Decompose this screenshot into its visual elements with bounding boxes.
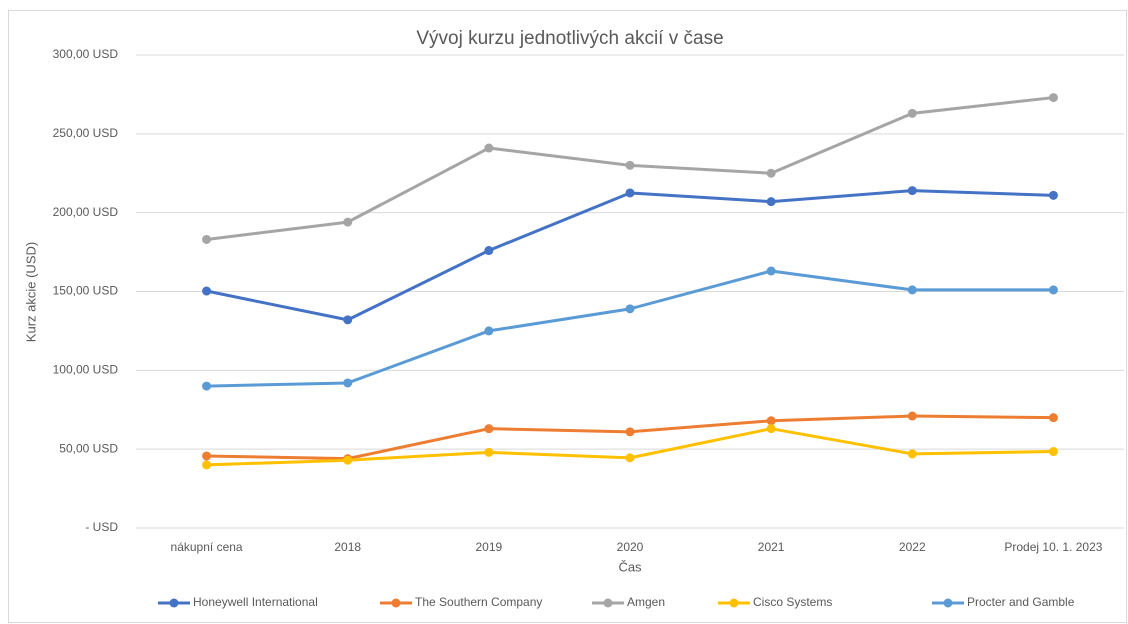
y-tick-label: 50,00 USD bbox=[59, 441, 118, 455]
data-point bbox=[484, 143, 494, 153]
data-point bbox=[625, 453, 635, 463]
x-tick-label: Prodej 10. 1. 2023 bbox=[1004, 540, 1102, 554]
x-tick-label: nákupní cena bbox=[171, 540, 243, 554]
y-tick-label: 150,00 USD bbox=[53, 284, 119, 298]
data-point bbox=[766, 197, 776, 207]
data-point bbox=[202, 460, 212, 470]
data-point bbox=[343, 217, 353, 227]
y-tick-label: 300,00 USD bbox=[53, 47, 119, 61]
legend-marker bbox=[391, 598, 401, 608]
data-point bbox=[484, 424, 494, 434]
data-point bbox=[202, 286, 212, 296]
legend-label: Honeywell International bbox=[193, 595, 318, 609]
data-point bbox=[343, 378, 353, 388]
chart-title: Vývoj kurzu jednotlivých akcií v čase bbox=[416, 28, 723, 49]
x-tick-label: 2021 bbox=[758, 540, 785, 554]
data-point bbox=[625, 188, 635, 198]
legend-label: Cisco Systems bbox=[753, 595, 832, 609]
data-point bbox=[766, 416, 776, 426]
data-point bbox=[625, 304, 635, 314]
y-tick-label: 250,00 USD bbox=[53, 126, 119, 140]
data-point bbox=[1048, 93, 1058, 103]
data-point bbox=[202, 381, 212, 391]
data-point bbox=[1048, 285, 1058, 295]
chart-frame bbox=[8, 10, 1127, 623]
data-point bbox=[907, 449, 917, 459]
data-point bbox=[766, 266, 776, 276]
x-tick-label: 2020 bbox=[617, 540, 644, 554]
legend-marker bbox=[169, 598, 179, 608]
data-point bbox=[1048, 447, 1058, 457]
legend-label: Amgen bbox=[627, 595, 665, 609]
data-point bbox=[343, 315, 353, 325]
x-tick-label: 2022 bbox=[899, 540, 926, 554]
x-tick-label: 2018 bbox=[334, 540, 361, 554]
data-point bbox=[907, 186, 917, 196]
data-point bbox=[625, 427, 635, 437]
data-point bbox=[907, 411, 917, 421]
legend-marker bbox=[943, 598, 953, 608]
data-point bbox=[1048, 190, 1058, 200]
data-point bbox=[766, 168, 776, 178]
y-tick-label: 200,00 USD bbox=[53, 205, 119, 219]
data-point bbox=[484, 326, 494, 336]
data-point bbox=[1048, 413, 1058, 423]
legend-label: Procter and Gamble bbox=[967, 595, 1075, 609]
legend-label: The Southern Company bbox=[415, 595, 542, 609]
data-point bbox=[484, 246, 494, 256]
y-axis-title: Kurz akcie (USD) bbox=[23, 242, 38, 342]
data-point bbox=[907, 285, 917, 295]
y-tick-label: - USD bbox=[85, 520, 118, 534]
data-point bbox=[484, 447, 494, 457]
data-point bbox=[343, 455, 353, 465]
y-tick-label: 100,00 USD bbox=[53, 363, 119, 377]
data-point bbox=[766, 424, 776, 434]
x-tick-label: 2019 bbox=[476, 540, 503, 554]
data-point bbox=[625, 160, 635, 170]
legend-marker bbox=[729, 598, 739, 608]
data-point bbox=[907, 108, 917, 118]
data-point bbox=[202, 451, 212, 461]
x-axis-title: Čas bbox=[618, 559, 642, 574]
legend-marker bbox=[603, 598, 613, 608]
data-point bbox=[202, 234, 212, 244]
